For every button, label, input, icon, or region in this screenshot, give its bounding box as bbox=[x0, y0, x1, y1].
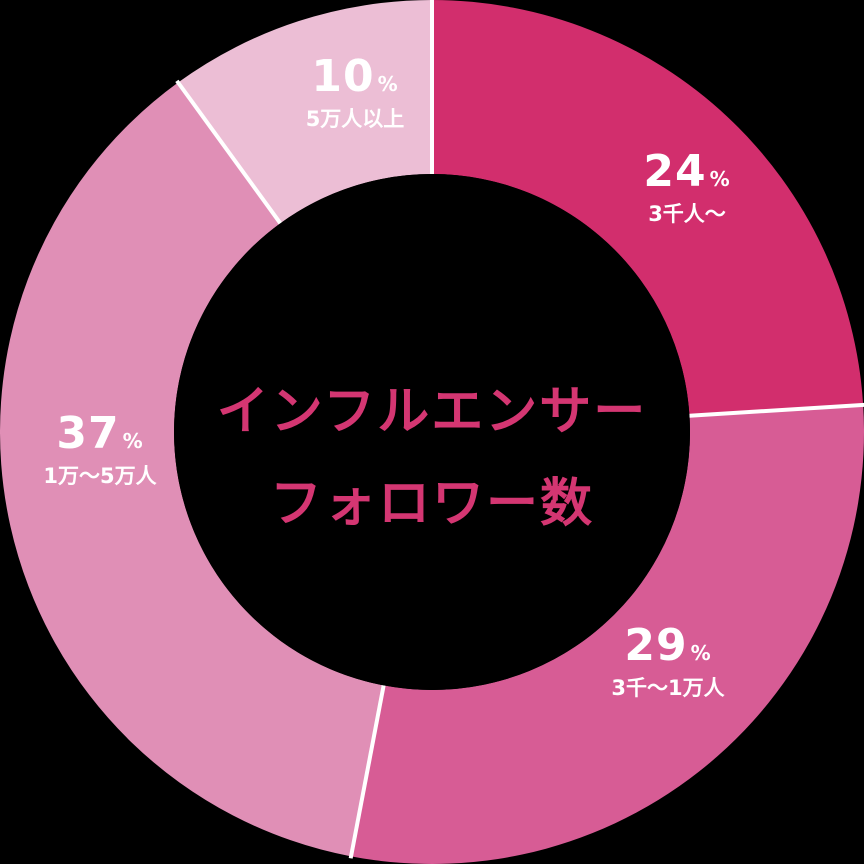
title-line-2: フォロワー数 bbox=[269, 474, 595, 534]
label-50k-plus: 10% 5万人以上 bbox=[305, 51, 405, 131]
segment-3k-plus bbox=[432, 0, 864, 416]
segment-3k-10k bbox=[351, 404, 864, 864]
pct-value: 10 bbox=[311, 51, 375, 102]
category-label: 3千〜1万人 bbox=[611, 676, 725, 700]
pct-value: 24 bbox=[643, 146, 707, 197]
pct-value: 37 bbox=[56, 408, 120, 459]
donut-hole bbox=[174, 174, 690, 690]
segment-separator bbox=[175, 79, 282, 225]
category-label: 3千人〜 bbox=[648, 202, 726, 226]
segment-separator bbox=[348, 685, 386, 859]
category-label: 5万人以上 bbox=[305, 107, 405, 131]
segment-10k-50k bbox=[0, 82, 384, 857]
category-label: 1万〜5万人 bbox=[43, 464, 157, 488]
pct-value: 29 bbox=[624, 620, 688, 671]
segment-separator bbox=[689, 402, 864, 418]
label-3k-plus: 24% 3千人〜 bbox=[643, 146, 731, 226]
chart-title: インフルエンサー フォロワー数 bbox=[217, 366, 647, 550]
label-10k-50k: 37% 1万〜5万人 bbox=[43, 408, 157, 488]
title-line-1: インフルエンサー bbox=[216, 382, 648, 442]
label-3k-10k: 29% 3千〜1万人 bbox=[611, 620, 725, 700]
